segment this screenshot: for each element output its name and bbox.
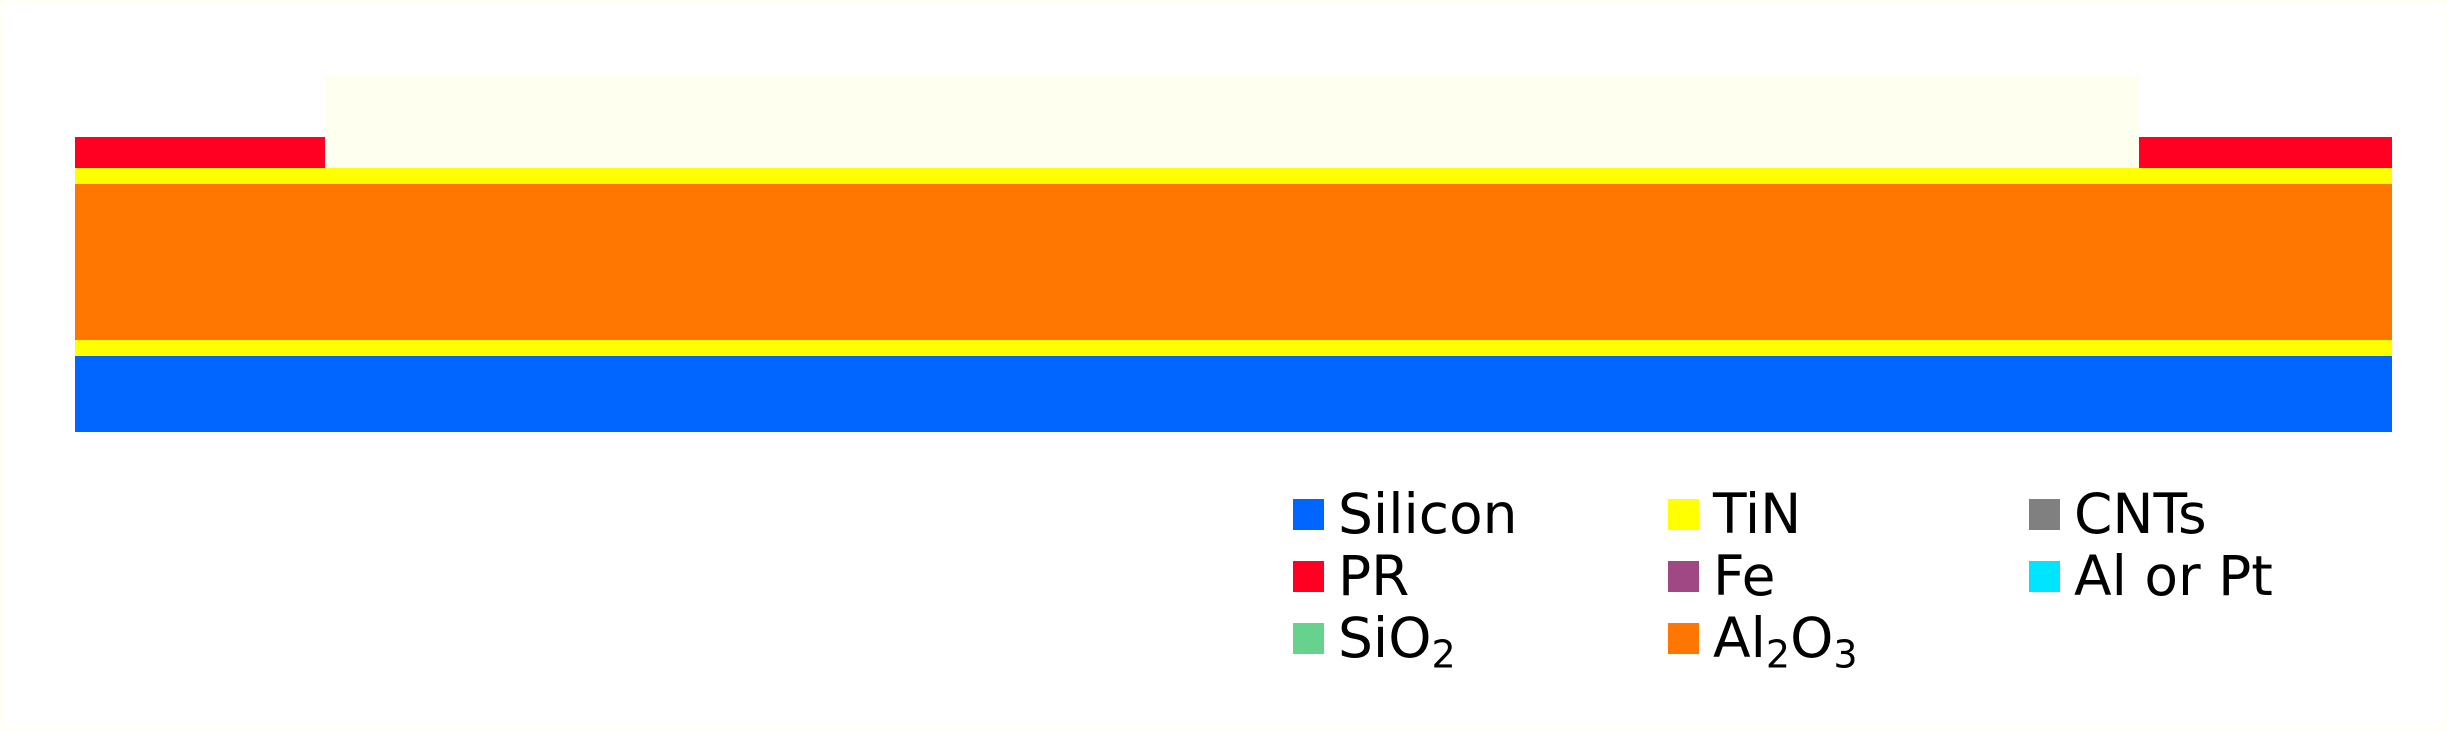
legend-label-tin: TiN: [1713, 482, 1802, 546]
al2o3-layer: [75, 184, 2392, 340]
tin-top-layer: [75, 168, 2392, 184]
silicon-substrate-layer: [75, 356, 2392, 432]
legend-item-al2o3: Al2O3: [1668, 606, 1858, 677]
legend-label-al-or-pt: Al or Pt: [2074, 544, 2273, 608]
legend-label-al2o3: Al2O3: [1713, 606, 1858, 677]
legend-swatch-silicon: [1293, 498, 1324, 530]
photoresist-left: [75, 137, 325, 168]
legend-label-silicon: Silicon: [1338, 482, 1518, 546]
legend-label-sio2: SiO2: [1338, 606, 1456, 677]
legend-item-tin: TiN: [1668, 484, 1801, 544]
legend-item-pr: PR: [1293, 546, 1409, 606]
legend-item-sio2: SiO2: [1293, 606, 1456, 677]
legend-label-fe: Fe: [1713, 544, 1776, 608]
legend-swatch-pr: [1293, 560, 1324, 592]
diagram-background: Silicon PR SiO2 TiN Fe Al2O3: [3, 3, 2444, 728]
legend-item-cnts: CNTs: [2029, 484, 2207, 544]
legend-label-pr: PR: [1338, 544, 1410, 608]
legend-swatch-tin: [1668, 498, 1699, 530]
legend-item-silicon: Silicon: [1293, 484, 1518, 544]
legend-swatch-cnts: [2029, 498, 2060, 530]
legend-item-al-or-pt: Al or Pt: [2029, 546, 2273, 606]
legend-swatch-al2o3: [1668, 622, 1699, 654]
photoresist-right: [2139, 137, 2392, 168]
pr-opening-region: [325, 75, 2139, 168]
legend-swatch-sio2: [1293, 622, 1324, 654]
legend-item-fe: Fe: [1668, 546, 1775, 606]
legend-swatch-fe: [1668, 560, 1699, 592]
legend-swatch-al-or-pt: [2029, 560, 2060, 592]
legend-label-cnts: CNTs: [2074, 482, 2207, 546]
tin-bottom-layer: [75, 340, 2392, 356]
